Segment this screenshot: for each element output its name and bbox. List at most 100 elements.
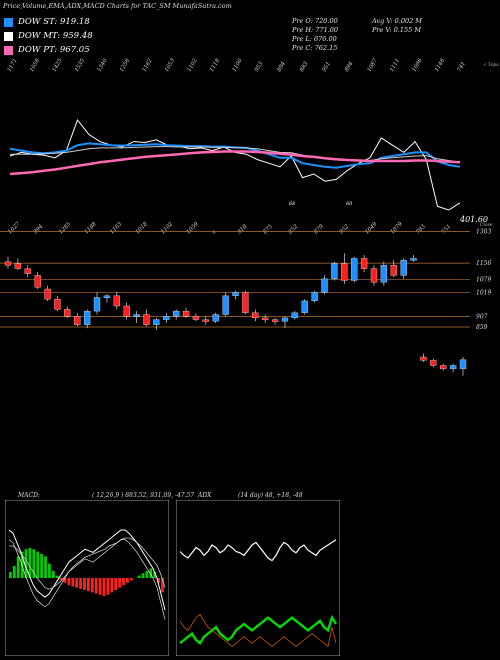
macd-bar — [114, 578, 118, 590]
dip-label-1: 68 — [289, 201, 295, 207]
bottom-label: 1163 — [109, 221, 123, 235]
top-label: 951 — [322, 61, 332, 73]
macd-bar — [126, 578, 129, 583]
macd-bar — [137, 575, 141, 578]
top-label: 1096 — [412, 57, 424, 73]
info-open: Pre O: 720.00 — [292, 17, 338, 25]
top-label: 883 — [299, 60, 310, 73]
series-line — [9, 142, 461, 169]
legend-swatch-mt — [4, 31, 13, 41]
candle-body — [390, 265, 397, 276]
candle-body — [192, 316, 200, 320]
price-level-label: 1019 — [476, 290, 491, 297]
adx-panel — [176, 500, 340, 656]
macd-bar — [55, 575, 59, 578]
macd-line — [8, 529, 166, 611]
candle-body — [321, 278, 328, 293]
bottom-label: 1102 — [160, 221, 174, 235]
macd-bar — [94, 578, 98, 594]
candle-body — [163, 316, 170, 320]
info-close: Pre C: 762.15 — [292, 44, 338, 52]
candle-body — [459, 359, 467, 370]
candle-body — [212, 314, 219, 322]
candle-body — [232, 292, 239, 296]
chart-title: Price,Volume,EMA,ADX,MACD Charts for TAC… — [3, 2, 232, 10]
candle-body — [222, 295, 229, 315]
macd-bar — [90, 578, 94, 593]
macd-bar — [98, 578, 102, 595]
adx-line — [179, 539, 337, 562]
candle-body — [14, 263, 22, 269]
top-label: 1087 — [367, 57, 379, 73]
macd-bar — [87, 578, 90, 592]
macd-bar — [40, 554, 43, 578]
legend-label-st: DOW ST: 919.18 — [18, 17, 90, 27]
candle-body — [281, 317, 289, 322]
macd-bar — [110, 578, 114, 593]
adx-params: (14 day) 48, +18, -48 — [238, 492, 303, 499]
top-label: 1102 — [187, 57, 199, 73]
side-label-close: Close — [480, 222, 493, 228]
candle-body — [271, 319, 279, 322]
price-level-label: 1303 — [476, 229, 491, 236]
minus-di-line — [179, 613, 337, 648]
top-label: 1162 — [142, 57, 154, 73]
candle-body — [24, 268, 31, 274]
candle-body — [54, 299, 61, 310]
bottom-label: 1049 — [364, 221, 378, 235]
info-volume: Pre V: 0.155 M — [372, 26, 422, 34]
macd-bar — [102, 578, 106, 596]
bottom-label: 879 — [313, 223, 325, 235]
top-label: 741 — [457, 61, 467, 73]
macd-bar — [118, 578, 121, 588]
bottom-label: 852 — [288, 223, 300, 235]
macd-bar — [32, 549, 36, 578]
candle-body — [430, 360, 437, 366]
plus-di-line — [179, 614, 338, 645]
macd-bar — [67, 578, 71, 586]
info-avg-volume: Avg V: 0.002 M — [372, 17, 422, 25]
macd-bar — [28, 548, 32, 578]
legend-swatch-st — [4, 17, 13, 27]
candle-body — [143, 314, 150, 325]
top-label: 1256 — [119, 57, 131, 73]
bottom-label: 1018 — [135, 221, 149, 235]
macd-lines — [8, 529, 166, 620]
macd-bar — [145, 570, 149, 578]
candle-body — [173, 310, 180, 317]
bottom-label: 1188 — [84, 221, 98, 235]
candle-body — [252, 312, 259, 319]
macd-params: ( 12,26,9 ) 883.52, 931.09, -47.57 — [92, 492, 195, 499]
top-label: 894 — [344, 60, 355, 73]
candle-body — [262, 317, 269, 321]
candle-body — [93, 297, 101, 312]
candle-body — [74, 316, 81, 325]
candle-body — [331, 263, 338, 279]
macd-bar — [9, 572, 12, 578]
macd-bar — [149, 568, 153, 578]
top-label: 1425 — [52, 57, 64, 73]
bottom-label: 994 — [33, 223, 45, 235]
bottom-label: 875 — [262, 223, 274, 235]
top-label: 1340 — [97, 57, 109, 73]
candle-body — [83, 310, 91, 325]
macd-bar — [129, 578, 133, 581]
bottom-label: 918 — [237, 223, 249, 235]
candle-body — [341, 263, 348, 281]
candle-body — [123, 305, 130, 317]
top-label: 1111 — [389, 58, 401, 73]
macd-bars — [9, 548, 164, 596]
macd-bar — [141, 573, 145, 578]
candle-body — [242, 292, 249, 313]
legend-label-mt: DOW MT: 959.48 — [18, 31, 93, 41]
macd-bar — [71, 578, 75, 587]
macd-bar — [36, 551, 40, 578]
candle-body — [64, 309, 71, 317]
macd-bar — [161, 578, 164, 593]
candle-body — [103, 295, 111, 298]
bottom-labels: 1027 994 1285 1188 1163 1018 1102 1059 s 918 875 85… — [7, 221, 452, 235]
legend-swatch-pt — [4, 45, 13, 55]
signal-line — [9, 537, 166, 590]
macd-bar — [48, 563, 51, 578]
